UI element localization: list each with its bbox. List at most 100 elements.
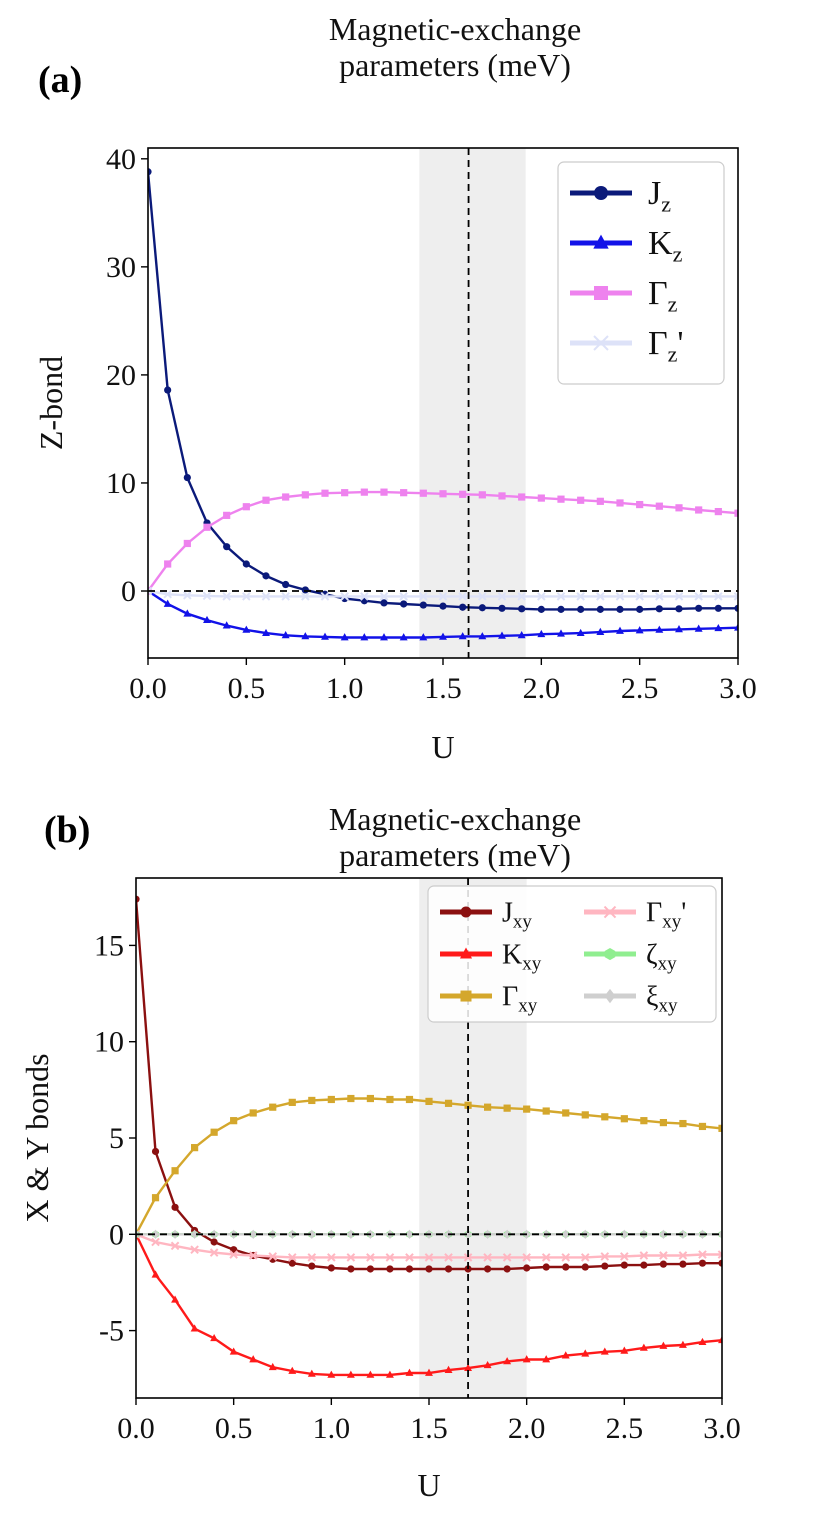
data-point — [419, 633, 428, 641]
data-point — [576, 592, 585, 601]
panel-a: 0.0 0.5 1.0 1.5 2.0 2.5 3.0 0 10 20 30 40 U Z-bond Mag… — [33, 11, 757, 765]
data-point — [635, 626, 644, 634]
series-Jxy — [136, 895, 722, 1273]
data-point — [733, 592, 738, 601]
data-point — [380, 488, 388, 496]
data-point — [522, 1355, 531, 1363]
data-point — [380, 599, 388, 607]
data-point — [503, 1104, 511, 1112]
data-point — [581, 1263, 589, 1271]
x-tick-label: 1.5 — [424, 672, 462, 705]
data-point — [459, 603, 467, 611]
data-point — [346, 1253, 356, 1262]
data-point — [655, 502, 663, 510]
legend-marker — [594, 286, 608, 300]
data-point — [380, 633, 388, 641]
x-tick-label: 0.5 — [215, 1412, 253, 1445]
legend-marker — [603, 905, 617, 919]
data-point — [596, 605, 604, 613]
data-point — [616, 605, 624, 613]
data-point — [675, 625, 683, 633]
data-point — [659, 1229, 667, 1239]
data-point — [262, 572, 270, 580]
data-point — [405, 1368, 414, 1376]
data-point — [640, 1261, 648, 1269]
data-point — [679, 1260, 687, 1268]
y-tick-label: 5 — [109, 1122, 124, 1155]
data-point — [695, 604, 703, 612]
data-point — [679, 1119, 687, 1128]
data-point — [424, 1253, 434, 1262]
data-point — [327, 1095, 335, 1104]
plot-area — [148, 168, 738, 641]
data-point — [655, 592, 664, 601]
data-point — [484, 1265, 492, 1273]
y-tick-label: 20 — [106, 359, 136, 392]
data-point — [734, 623, 738, 631]
data-point — [210, 1238, 218, 1246]
x-axis-title: U — [431, 729, 454, 765]
data-point — [659, 1341, 668, 1349]
data-point — [596, 592, 605, 601]
data-point — [171, 1203, 179, 1211]
data-point — [561, 1253, 571, 1262]
data-point — [694, 592, 703, 601]
data-point — [639, 1343, 648, 1351]
chart-title-line: Magnetic-exchange — [329, 11, 581, 47]
legend-item: Jxy — [440, 897, 532, 932]
data-point — [734, 604, 738, 612]
data-point — [659, 1251, 668, 1260]
legend-item: Γxy' — [584, 897, 686, 932]
data-point — [242, 625, 251, 633]
data-point — [523, 1105, 531, 1113]
data-point — [734, 509, 738, 517]
legend-item: Γz — [570, 275, 678, 317]
data-point — [562, 1229, 570, 1239]
data-point — [282, 580, 290, 589]
data-point — [202, 591, 212, 601]
data-point — [163, 599, 172, 607]
data-point — [307, 1253, 317, 1262]
panel-label: (b) — [44, 809, 90, 851]
data-point — [288, 1098, 296, 1106]
data-point — [425, 1097, 433, 1106]
x-tick-label: 1.0 — [326, 672, 364, 705]
x-tick-label: 2.5 — [621, 672, 659, 705]
legend-label: Γz' — [648, 325, 684, 366]
data-point — [464, 1363, 473, 1372]
chart-title-line: parameters (meV) — [339, 837, 571, 873]
x-tick-label: 0.5 — [228, 672, 266, 705]
data-point — [537, 494, 545, 502]
data-point — [307, 1369, 316, 1377]
data-point — [636, 500, 644, 509]
data-point — [620, 1252, 629, 1261]
data-point — [458, 592, 467, 601]
data-point — [698, 1337, 707, 1346]
data-point — [542, 1355, 551, 1363]
x-tick-label: 3.0 — [703, 1412, 741, 1445]
x-tick-label: 3.0 — [719, 672, 757, 705]
chart-title-line: Magnetic-exchange — [329, 801, 581, 837]
data-point — [346, 1370, 355, 1378]
data-point — [301, 592, 310, 601]
data-point — [537, 592, 546, 601]
data-point — [718, 1124, 722, 1132]
data-point — [503, 1229, 511, 1239]
data-point — [718, 1229, 722, 1239]
panel-b: 0.0 0.5 1.0 1.5 2.0 2.5 3.0 -5 0 5 10 15 U X & Y bond… — [19, 801, 741, 1503]
x-tick-label: 0.0 — [117, 1412, 155, 1445]
legend-label: Kz — [648, 225, 683, 266]
legend-item: ζxy — [584, 939, 677, 974]
legend-label: ξxy — [646, 981, 678, 1016]
y-axis-title: X & Y bonds — [19, 1053, 55, 1222]
data-point — [600, 1252, 610, 1261]
data-point — [190, 1324, 199, 1332]
x-tick-label: 0.0 — [129, 672, 167, 705]
data-point — [714, 507, 722, 516]
data-point — [366, 1094, 374, 1103]
data-point — [425, 1368, 433, 1376]
data-point — [340, 633, 349, 641]
data-point — [288, 1366, 297, 1374]
data-point — [600, 1347, 609, 1355]
